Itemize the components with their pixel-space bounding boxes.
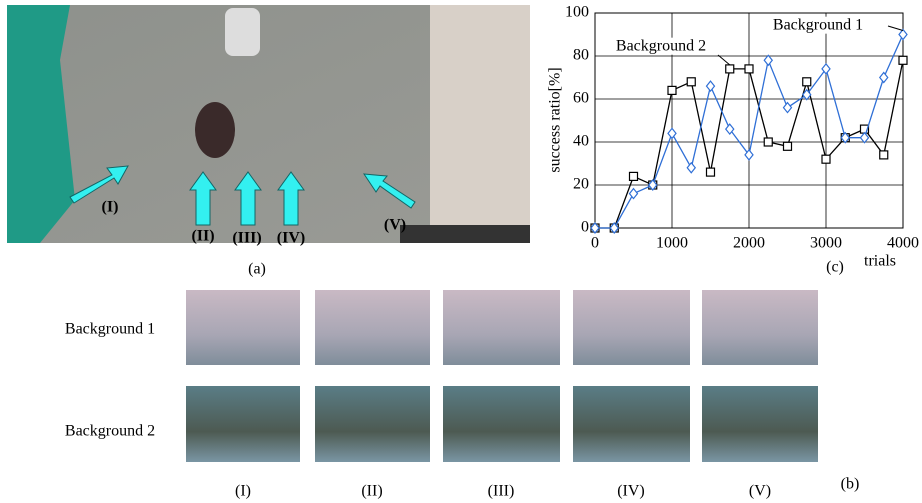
point: [880, 151, 888, 159]
point: [687, 163, 695, 173]
y-tick-label: 0: [581, 219, 589, 236]
point: [822, 155, 830, 163]
point: [707, 81, 715, 91]
column-label: (V): [749, 483, 771, 500]
y-axis-label: success ratio[%]: [547, 67, 564, 172]
row-label: Background 1: [65, 321, 155, 338]
arrow-label: (IV): [277, 230, 305, 247]
point: [630, 189, 638, 199]
point: [687, 78, 695, 86]
column-label: (I): [235, 483, 251, 500]
y-tick-label: 100: [565, 4, 589, 21]
y-tick-label: 40: [573, 133, 589, 150]
arrow-label: (V): [384, 217, 406, 234]
point: [668, 86, 676, 94]
overhead-photo: [7, 5, 530, 243]
arrow-label: (III): [232, 230, 261, 247]
series-label: Background 2: [616, 38, 706, 55]
point: [803, 78, 811, 86]
point: [784, 142, 792, 150]
point: [880, 73, 888, 83]
leader-line: [888, 26, 903, 31]
y-tick-label: 60: [573, 90, 589, 107]
y-tick-label: 80: [573, 47, 589, 64]
column-label: (II): [361, 483, 382, 500]
point: [668, 128, 676, 138]
x-tick-label: 3000: [810, 235, 842, 252]
panel-label: (a): [248, 261, 266, 278]
point: [707, 168, 715, 176]
arrow-label: (II): [191, 228, 214, 245]
point: [745, 65, 753, 73]
point: [861, 133, 869, 143]
panel-label: (b): [841, 476, 860, 493]
column-label: (IV): [617, 483, 645, 500]
figure: (I) (II) (III) (IV) (V) (a) (b) (c) Back…: [0, 0, 922, 503]
x-tick-label: 2000: [733, 235, 765, 252]
x-tick-label: 4000: [887, 235, 919, 252]
row-label: Background 2: [65, 423, 155, 440]
point: [764, 138, 772, 146]
point: [726, 65, 734, 73]
series-label: Background 1: [773, 17, 863, 34]
leader-line: [718, 55, 730, 65]
y-tick-label: 20: [573, 176, 589, 193]
point: [899, 30, 907, 40]
x-tick-label: 1000: [656, 235, 688, 252]
x-tick-label: 0: [591, 235, 599, 252]
panel-label: (c): [826, 259, 844, 276]
thumbnails: [186, 290, 818, 462]
x-axis-label: trials: [864, 253, 896, 270]
point: [764, 55, 772, 65]
arrow-label: (I): [102, 199, 119, 216]
column-label: (III): [488, 483, 515, 500]
point: [899, 56, 907, 64]
point: [630, 172, 638, 180]
point: [784, 103, 792, 113]
